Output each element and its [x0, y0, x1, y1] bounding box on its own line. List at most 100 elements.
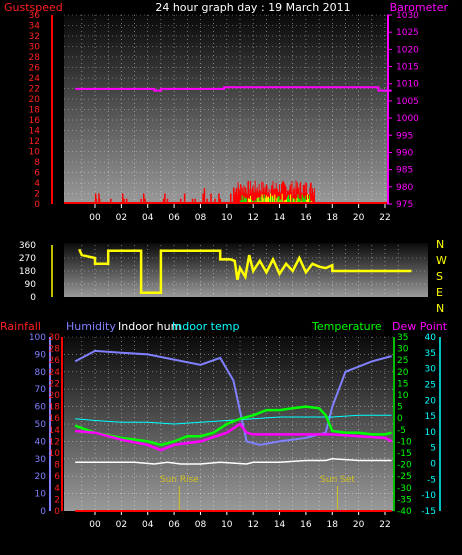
direction-tick-label: 270 — [19, 254, 36, 264]
rain-tick-label: 24 — [49, 368, 61, 378]
dew-tick-label: 40 — [425, 333, 437, 343]
gust-tick-label: 14 — [29, 127, 41, 137]
compass-label-s: S — [436, 270, 443, 283]
dew-tick-label: 15 — [425, 412, 436, 422]
temperature-axes: 0102030405060708090100024681012141618202… — [29, 333, 441, 530]
humidity-tick-label: 60 — [35, 403, 47, 413]
gust-tick-label: 10 — [29, 148, 41, 158]
x-tick-label: 04 — [142, 520, 154, 530]
rain-tick-label: 2 — [54, 495, 60, 505]
rain-tick-label: 30 — [49, 333, 61, 343]
x-tick-label: 14 — [274, 213, 286, 223]
rain-tick-label: 22 — [49, 379, 60, 389]
gust-tick-label: 4 — [34, 179, 40, 189]
humidity-legend: Humidity — [66, 320, 116, 333]
rain-tick-label: 18 — [49, 403, 61, 413]
compass-label-n-top: N — [436, 238, 444, 251]
humidity-tick-label: 0 — [40, 507, 46, 517]
x-tick-label: 14 — [274, 520, 286, 530]
temperature-tick-label: -10 — [397, 437, 412, 447]
temperature-tick-label: 35 — [397, 333, 408, 343]
x-tick-label: 18 — [327, 520, 339, 530]
barometer-tick-label: 1025 — [396, 28, 419, 38]
gust-axis-title: Gustspeed — [4, 1, 63, 14]
dew-tick-label: 5 — [430, 444, 436, 454]
gust-tick-label: 36 — [29, 11, 41, 21]
barometer-tick-label: 980 — [396, 183, 413, 193]
temperature-tick-label: 20 — [397, 368, 409, 378]
gust-tick-label: 26 — [29, 64, 41, 74]
dew-point-legend: Dew Point — [392, 320, 448, 333]
gust-tick-label: 0 — [34, 200, 40, 210]
humidity-tick-label: 70 — [35, 385, 47, 395]
dew-tick-label: -15 — [421, 507, 436, 517]
barometer-tick-label: 1020 — [396, 45, 419, 55]
barometer-tick-label: 985 — [396, 166, 413, 176]
wind-axes: 0246810121416182022242628303234369759809… — [29, 11, 420, 223]
indoor-hum-line — [75, 458, 392, 465]
temperature-gridlines — [64, 336, 393, 511]
barometer-line — [75, 86, 392, 92]
barometer-tick-label: 990 — [396, 148, 413, 158]
x-tick-label: 18 — [327, 213, 339, 223]
rain-tick-label: 4 — [54, 484, 60, 494]
sun-marker-label: Sun Set — [320, 475, 355, 485]
gust-tick-label: 6 — [34, 169, 40, 179]
x-tick-label: 22 — [379, 213, 390, 223]
gust-tick-label: 20 — [29, 95, 41, 105]
rain-tick-label: 10 — [49, 449, 61, 459]
x-tick-label: 06 — [168, 213, 180, 223]
dew-tick-label: -5 — [427, 475, 436, 485]
x-tick-label: 10 — [221, 213, 233, 223]
gust-tick-label: 30 — [29, 43, 41, 53]
dew-tick-label: 35 — [425, 349, 436, 359]
direction-tick-label: 0 — [30, 293, 36, 303]
direction-tick-label: 360 — [19, 241, 36, 251]
humidity-tick-label: 40 — [35, 437, 47, 447]
x-tick-label: 04 — [142, 213, 154, 223]
temperature-tick-label: -25 — [397, 472, 412, 482]
barometer-tick-label: 1015 — [396, 63, 419, 73]
dew-tick-label: 20 — [425, 396, 437, 406]
temperature-tick-label: 5 — [397, 403, 403, 413]
rain-tick-label: 26 — [49, 356, 61, 366]
x-tick-label: 00 — [89, 213, 101, 223]
barometer-tick-label: 975 — [396, 200, 413, 210]
x-tick-label: 20 — [353, 213, 365, 223]
barometer-tick-label: 995 — [396, 131, 413, 141]
temperature-legend: Temperature — [311, 320, 382, 333]
temperature-tick-label: 30 — [397, 345, 409, 355]
x-tick-label: 08 — [195, 213, 207, 223]
dew-tick-label: 10 — [425, 428, 437, 438]
x-tick-label: 16 — [300, 213, 312, 223]
x-tick-label: 20 — [353, 520, 365, 530]
rain-tick-label: 8 — [54, 461, 60, 471]
rain-tick-label: 20 — [49, 391, 61, 401]
barometer-tick-label: 1005 — [396, 97, 419, 107]
dew-tick-label: 25 — [425, 380, 436, 390]
barometer-axis-title: Barometer — [390, 1, 449, 14]
gust-tick-label: 18 — [29, 106, 41, 116]
compass-label-e: E — [436, 286, 443, 299]
x-tick-label: 00 — [89, 520, 101, 530]
dew-tick-label: 30 — [425, 365, 437, 375]
barometer-tick-label: 1000 — [396, 114, 419, 124]
humidity-tick-label: 100 — [29, 333, 46, 343]
barometer-tick-label: 1010 — [396, 80, 419, 90]
temperature-series: Sun Rise Sun Set — [74, 349, 393, 512]
sun-marker-label: Sun Rise — [160, 475, 199, 485]
rain-tick-label: 14 — [49, 426, 61, 436]
x-tick-label: 12 — [247, 520, 258, 530]
humidity-tick-label: 80 — [35, 368, 47, 378]
humidity-tick-label: 50 — [35, 420, 47, 430]
temperature-tick-label: 15 — [397, 379, 408, 389]
rain-tick-label: 6 — [54, 472, 60, 482]
rain-tick-label: 16 — [49, 414, 61, 424]
gust-tick-label: 24 — [29, 74, 41, 84]
humidity-line — [74, 349, 392, 446]
x-tick-label: 16 — [300, 520, 312, 530]
direction-tick-label: 180 — [19, 267, 36, 277]
rain-tick-label: 28 — [49, 345, 61, 355]
compass-label-n-bottom: N — [436, 302, 444, 315]
